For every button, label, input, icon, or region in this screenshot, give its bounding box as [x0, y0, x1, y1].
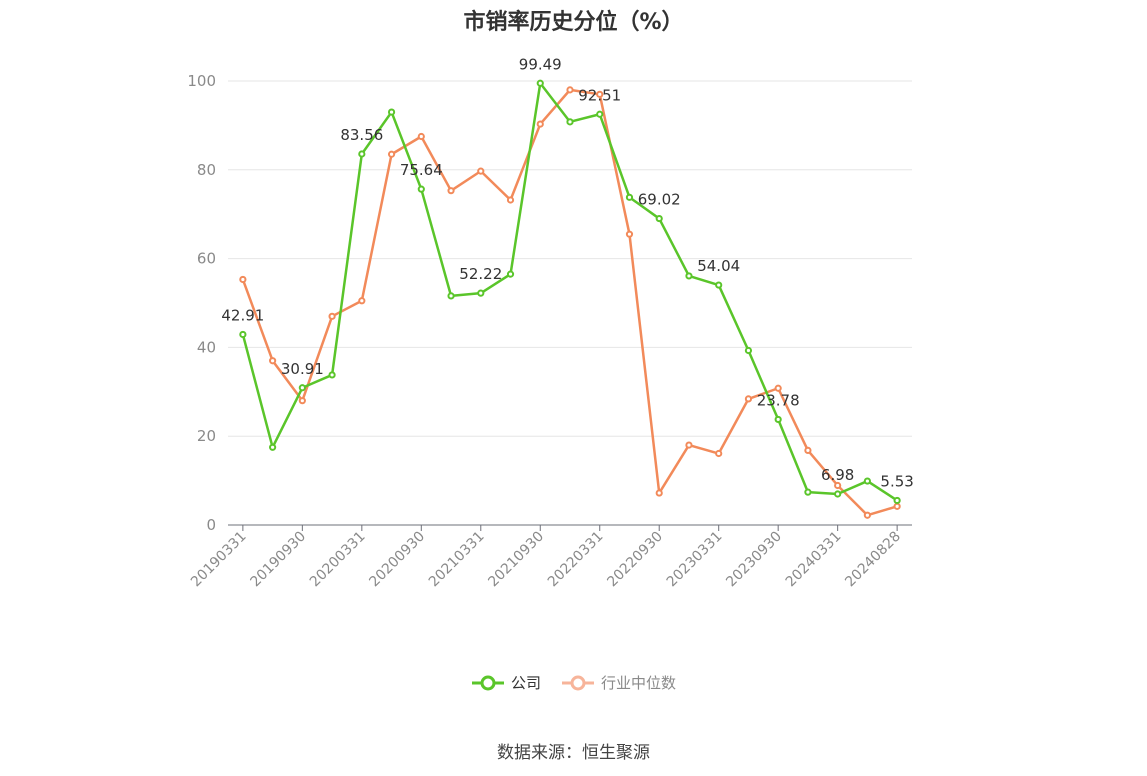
data-point — [625, 193, 634, 201]
x-tick-label: 20240331 — [783, 529, 845, 591]
data-point — [477, 289, 485, 297]
y-tick-label: 80 — [197, 161, 216, 179]
line-chart: 0 20 40 60 80 100 2019033120190930202003312020… — [187, 55, 913, 591]
data-point — [358, 150, 366, 158]
x-tick-label: 20200930 — [366, 529, 428, 591]
data-point — [239, 275, 247, 284]
x-tick-label: 20220930 — [604, 529, 666, 591]
data-point — [328, 371, 336, 379]
data-point — [417, 132, 425, 141]
data-point — [863, 477, 871, 485]
data-label: 6.98 — [821, 466, 854, 484]
x-tick-label: 20240828 — [842, 529, 904, 591]
data-point — [506, 270, 515, 278]
data-point — [477, 167, 485, 175]
data-label: 52.22 — [459, 265, 502, 283]
x-tick-label: 20230331 — [664, 529, 726, 591]
series-line — [241, 82, 898, 502]
y-tick-label: 100 — [187, 72, 216, 90]
data-point — [536, 120, 544, 128]
data-point — [358, 297, 366, 305]
data-label: 30.91 — [281, 360, 324, 378]
data-point — [744, 346, 753, 355]
data-point — [387, 108, 396, 116]
legend-item-company[interactable]: 公司 — [471, 672, 541, 693]
data-point — [269, 357, 277, 365]
y-tick-label: 0 — [206, 516, 216, 534]
data-point — [685, 272, 693, 280]
data-point — [328, 312, 336, 320]
x-tick-label: 20190930 — [247, 529, 309, 591]
chart-legend: 公司 行业中位数 — [0, 672, 1147, 693]
data-point — [685, 441, 693, 449]
data-point — [893, 496, 901, 505]
data-label: 75.64 — [400, 161, 443, 179]
data-label: 99.49 — [519, 55, 562, 73]
x-tick-label: 20230930 — [723, 529, 785, 591]
data-point — [804, 488, 812, 496]
legend-label-industry: 行业中位数 — [601, 674, 677, 692]
y-tick-label: 60 — [197, 250, 216, 268]
data-label: 23.78 — [757, 391, 800, 409]
data-point — [269, 443, 277, 451]
data-point — [596, 110, 604, 118]
data-point — [893, 502, 901, 510]
data-label: 42.91 — [221, 306, 264, 324]
data-point — [774, 415, 782, 424]
data-point — [298, 397, 306, 405]
data-label: 54.04 — [697, 257, 740, 275]
legend-label-company: 公司 — [510, 674, 541, 692]
circle-line-icon — [471, 675, 504, 690]
data-source-note: 数据来源：恒生聚源 — [497, 743, 650, 763]
y-tick-label: 20 — [197, 427, 216, 445]
chart-title: 市销率历史分位（%） — [463, 10, 684, 35]
data-point — [566, 118, 574, 126]
data-point — [655, 489, 663, 497]
data-point — [834, 490, 842, 498]
data-point — [298, 384, 306, 392]
data-point — [447, 292, 455, 300]
data-point — [715, 281, 723, 289]
data-point — [387, 150, 396, 158]
data-point — [417, 185, 425, 193]
data-point — [596, 90, 604, 98]
x-tick-label: 20220331 — [545, 529, 607, 591]
data-point — [447, 187, 455, 195]
x-tick-label: 20210930 — [485, 529, 547, 591]
data-label: 5.53 — [880, 472, 913, 490]
x-tick-label: 20210331 — [426, 529, 488, 591]
data-point — [834, 481, 842, 490]
data-point — [804, 446, 812, 455]
data-point — [655, 214, 663, 223]
data-point — [566, 86, 574, 94]
data-point — [239, 330, 247, 339]
x-tick-label: 20190331 — [188, 529, 250, 591]
y-tick-label: 40 — [197, 338, 216, 356]
x-tick-label: 20200331 — [307, 529, 369, 591]
data-point — [744, 395, 753, 403]
data-point — [536, 79, 544, 87]
data-label: 69.02 — [638, 191, 681, 209]
circle-line-icon — [562, 675, 594, 690]
data-point — [863, 511, 871, 519]
data-point — [715, 449, 723, 458]
data-label: 83.56 — [340, 126, 383, 144]
data-point — [774, 384, 782, 392]
legend-item-industry[interactable]: 行业中位数 — [561, 672, 676, 693]
data-label: 92.51 — [578, 86, 621, 104]
data-point — [506, 196, 515, 204]
data-point — [625, 230, 634, 238]
